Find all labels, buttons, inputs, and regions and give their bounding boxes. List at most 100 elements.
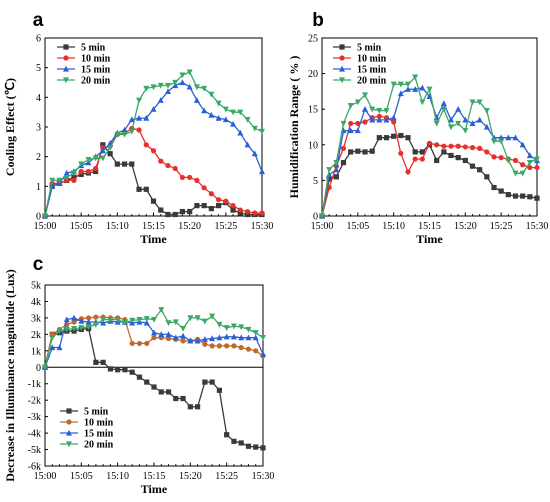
data-point	[121, 126, 128, 133]
data-point	[216, 321, 223, 328]
data-point	[202, 379, 208, 385]
data-point	[534, 195, 540, 201]
x-tick-label: 15:25	[215, 471, 238, 482]
data-point	[143, 114, 150, 121]
data-point	[70, 170, 77, 177]
data-point	[202, 341, 208, 347]
data-point	[505, 134, 512, 141]
x-tick-label: 15:00	[34, 471, 57, 482]
y-tick-label: 20	[308, 69, 318, 80]
data-point	[383, 116, 390, 123]
data-point	[172, 334, 179, 341]
y-tick-label: 2k	[31, 330, 41, 341]
data-point	[216, 203, 222, 209]
data-point	[99, 147, 106, 154]
data-point	[476, 116, 483, 123]
data-point	[150, 84, 157, 91]
data-point	[462, 144, 468, 150]
data-point	[143, 319, 150, 326]
data-point	[193, 97, 200, 103]
data-point	[462, 157, 468, 164]
x-tick-label: 15:05	[70, 221, 93, 232]
data-point	[92, 321, 99, 328]
data-point	[121, 131, 128, 138]
data-point	[78, 161, 85, 168]
data-point	[369, 106, 376, 113]
data-point	[78, 171, 84, 178]
chart-panel-b: b 0 5 10 15 20 25 15:00 15:05 15:10 15:15 15:20 15:2…	[287, 10, 548, 246]
data-point	[326, 184, 332, 191]
data-point	[333, 166, 340, 173]
data-point	[93, 168, 99, 175]
legend-marker	[66, 408, 72, 414]
chart-panel-a: a 0 1 2 3 4 5 6 15:00 15:05 15:10 15:15 15:20 15:25 15…	[3, 10, 273, 246]
data-point	[230, 323, 237, 330]
data-point	[397, 81, 404, 88]
data-point	[85, 318, 92, 325]
data-point	[469, 163, 476, 169]
data-point	[326, 167, 333, 173]
data-point	[144, 340, 150, 347]
data-point	[440, 106, 447, 113]
data-point	[128, 128, 135, 135]
data-point	[512, 157, 519, 164]
data-point	[121, 320, 128, 327]
y-tick-label: 4	[36, 93, 41, 104]
data-point	[244, 211, 251, 218]
data-point	[340, 120, 347, 127]
data-point	[194, 337, 201, 344]
data-point	[107, 316, 114, 323]
data-point	[86, 315, 92, 321]
data-point	[180, 338, 186, 344]
data-point	[201, 85, 208, 92]
data-point	[222, 116, 229, 123]
series-line	[321, 134, 538, 217]
data-point	[477, 145, 483, 151]
data-point	[165, 162, 171, 169]
data-point	[398, 150, 404, 156]
data-point	[201, 336, 208, 342]
x-tick-label: 15:30	[252, 471, 275, 482]
x-tick-label: 15:15	[142, 221, 165, 232]
data-point	[260, 445, 266, 451]
legend-label: 20 min	[357, 76, 387, 87]
x-tick-label: 15:15	[143, 471, 166, 482]
data-point	[484, 174, 490, 180]
data-point	[136, 127, 142, 133]
data-point	[71, 174, 77, 181]
data-point	[223, 198, 229, 204]
data-point	[42, 213, 48, 220]
data-point	[209, 335, 216, 342]
data-point	[319, 213, 325, 220]
data-point	[85, 157, 92, 163]
data-point	[440, 100, 447, 107]
series-line	[44, 317, 264, 368]
plot-frame	[44, 37, 263, 217]
legend-label: 5 min	[357, 43, 382, 54]
data-point	[348, 120, 354, 127]
legend-label: 10 min	[81, 54, 111, 65]
data-point	[362, 119, 368, 125]
data-point	[187, 174, 193, 181]
y-tick-label: 1	[36, 182, 41, 193]
data-point	[164, 88, 171, 94]
data-point	[469, 145, 476, 151]
data-point	[259, 128, 265, 135]
legend-marker	[66, 429, 72, 436]
data-point	[520, 193, 526, 199]
data-point	[209, 343, 215, 349]
data-point	[245, 326, 252, 333]
y-axis-label: Humidification Range ( % )	[287, 56, 301, 199]
data-point	[100, 359, 106, 365]
data-point	[71, 314, 78, 321]
data-point	[260, 335, 266, 341]
chart-panel-c: c -6k -5k -4k -3k -2k -1k 0 1k 2k 3k 4k 5k 15:00 15:05…	[3, 254, 274, 496]
data-point	[534, 156, 540, 163]
data-point	[158, 307, 165, 313]
data-point	[230, 120, 237, 127]
series-20-min	[42, 307, 266, 371]
data-point	[201, 318, 208, 325]
x-tick-label: 15:20	[454, 221, 477, 232]
series-10-min	[42, 314, 266, 370]
x-tick-label: 15:25	[214, 221, 237, 232]
